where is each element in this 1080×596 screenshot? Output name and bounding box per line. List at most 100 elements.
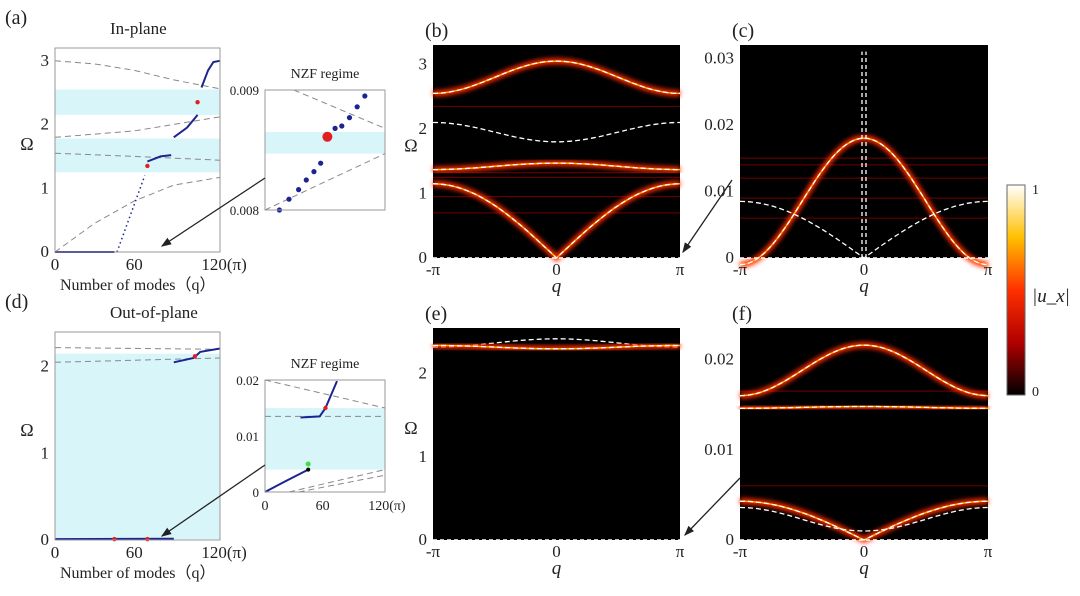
mode-point [311, 169, 317, 175]
y-tick-label: 1 [41, 443, 50, 462]
axes-frame [54, 331, 221, 541]
axes-frame [264, 379, 386, 493]
x-tick-label: 120(π) [201, 255, 246, 274]
y-tick-label: 0.009 [230, 83, 259, 98]
mode-point [346, 115, 353, 121]
highlight-point [323, 405, 328, 411]
panel-title: NZF regime [291, 357, 360, 372]
y-tick-label: 1 [41, 178, 50, 197]
mode-curve [173, 347, 221, 364]
colorbar-label: |u_x| [1032, 286, 1070, 307]
dispersion-curve [432, 183, 681, 259]
y-tick-label: 0 [726, 248, 735, 267]
panel-label: (d) [5, 291, 28, 313]
dispersion-curve [288, 469, 386, 493]
y-axis-label: Ω [404, 418, 417, 438]
x-axis-label: Number of modes（q） [60, 276, 216, 294]
y-tick-label: 0.03 [704, 48, 734, 67]
x-axis-label: q [552, 276, 562, 297]
panel-title: Out-of-plane [110, 303, 198, 322]
panel-label: (a) [5, 7, 27, 29]
y-axis-label: Ω [20, 134, 33, 154]
panel-d-inset: 0 60 120(π) NZF regime 0 0.01 0.02 [236, 357, 406, 514]
panel-title: In-plane [110, 19, 167, 38]
y-tick-label: 3 [419, 54, 428, 73]
axes-frame [264, 89, 386, 211]
y-tick-label: 1 [419, 447, 428, 466]
x-tick-label: 60 [316, 499, 330, 514]
y-axis-label: Ω [20, 420, 33, 440]
mode-curve [173, 114, 199, 139]
dispersion-curve [739, 506, 989, 532]
y-tick-label: 1 [419, 183, 428, 202]
y-tick-label: 0.01 [704, 440, 734, 459]
x-tick-label: -π [426, 260, 441, 279]
highlight-point [195, 99, 200, 105]
band-gap [55, 353, 220, 540]
dispersion-curve [298, 474, 386, 493]
x-axis-label: q [859, 276, 869, 297]
y-axis-label: Ω [404, 136, 417, 156]
zoom-arrow [682, 179, 733, 254]
mode-point [286, 196, 292, 202]
panel-label: (b) [425, 20, 448, 42]
dispersion-curve [264, 153, 386, 211]
highlight-point [322, 131, 333, 142]
colorbar-max-label: 1 [1032, 183, 1039, 198]
dispersion-curve [740, 405, 988, 409]
mode-curve [116, 175, 146, 253]
panel-a-inset: NZF regime 0.008 0.009 [230, 67, 386, 218]
x-tick-label: 0 [262, 499, 269, 514]
dispersion-curve [54, 176, 221, 253]
highlight-point [306, 467, 311, 472]
y-tick-label: 2 [419, 364, 428, 383]
band-gap [55, 89, 220, 115]
x-tick-label: 0 [552, 542, 561, 561]
mode-point [318, 160, 324, 166]
dispersion-curve [739, 344, 989, 397]
y-tick-label: 0.02 [236, 373, 259, 388]
x-tick-label: π [984, 542, 993, 561]
colorbar-min-label: 0 [1032, 385, 1039, 400]
x-tick-label: 0 [51, 543, 60, 562]
x-tick-label: 60 [126, 255, 143, 274]
x-tick-label: 120(π) [201, 543, 246, 562]
x-tick-label: π [676, 542, 685, 561]
band-gap [55, 138, 220, 173]
panel-label: (c) [732, 20, 754, 42]
y-tick-label: 0 [253, 485, 260, 500]
x-tick-label: π [676, 260, 685, 279]
mode-point [332, 125, 338, 131]
x-tick-label: 0 [552, 260, 561, 279]
x-tick-label: -π [733, 260, 748, 279]
x-tick-label: 0 [860, 260, 869, 279]
heatmap-background [740, 45, 988, 258]
y-tick-label: 0 [419, 248, 428, 267]
y-tick-label: 2 [419, 119, 428, 138]
zoom-arrow [160, 464, 266, 537]
dispersion-curve [739, 500, 989, 541]
mode-point [303, 177, 309, 183]
y-tick-label: 2 [41, 115, 50, 134]
y-tick-label: 3 [41, 51, 50, 70]
highlight-point [192, 354, 198, 359]
x-tick-label: 60 [126, 543, 143, 562]
dispersion-curve [739, 200, 989, 259]
dispersion-curve [54, 357, 221, 363]
dispersion-curve [432, 60, 681, 95]
colorbar [1006, 184, 1026, 396]
mode-point [354, 104, 360, 110]
y-tick-label: 0 [726, 530, 735, 549]
y-tick-label: 0 [41, 242, 50, 261]
x-tick-label: 0 [51, 255, 60, 274]
panel-label: (f) [732, 303, 752, 325]
dispersion-curve [264, 379, 386, 409]
y-tick-label: 0.02 [704, 350, 734, 369]
